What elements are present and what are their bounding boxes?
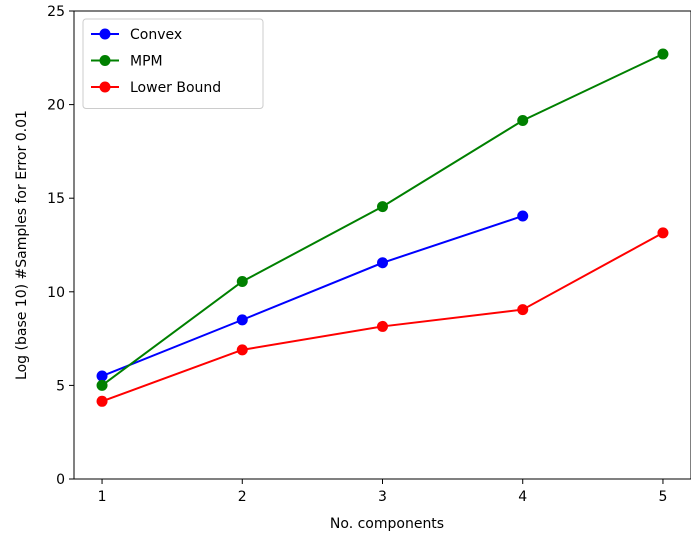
legend-item-convex: Convex: [91, 27, 182, 43]
y-tick-label: 20: [47, 98, 65, 114]
x-axis: 1 2 3 4 5: [98, 479, 667, 505]
series-line-convex: [101, 215, 524, 377]
data-point-lower-bound: [236, 344, 248, 356]
data-point-lower-bound: [657, 227, 669, 239]
data-point-lower-bound: [377, 320, 388, 332]
data-point-mpm: [236, 276, 248, 288]
y-tick-label: 15: [47, 191, 65, 207]
y-axis-label: Log (base 10) #Samples for Error 0.01: [14, 110, 30, 380]
legend-label: Lower Bound: [130, 80, 221, 96]
y-tick-label: 25: [47, 4, 65, 20]
legend-box: [82, 18, 264, 109]
y-tick-label: 0: [56, 472, 65, 488]
data-point-convex: [96, 370, 108, 382]
series-convex: [96, 210, 529, 382]
data-point-convex: [236, 314, 248, 326]
series-lower-bound: [96, 227, 669, 407]
data-point-convex: [517, 210, 529, 222]
legend-marker: [99, 28, 111, 40]
x-tick-label: 1: [98, 489, 107, 505]
series-mpm: [96, 48, 669, 391]
x-tick-label: 3: [378, 489, 387, 505]
data-point-lower-bound: [96, 395, 108, 407]
legend-item-mpm: MPM: [91, 54, 163, 70]
y-tick-label: 5: [56, 378, 65, 394]
x-tick-label: 2: [238, 489, 247, 505]
x-tick-label: 4: [518, 489, 527, 505]
legend-item-lower-bound: Lower Bound: [91, 80, 221, 96]
legend-marker: [99, 81, 111, 93]
data-point-mpm: [96, 379, 108, 391]
data-point-lower-bound: [517, 304, 529, 316]
y-tick-label: 10: [47, 285, 65, 301]
x-tick-label: 5: [658, 489, 667, 505]
data-point-mpm: [657, 48, 669, 60]
data-point-convex: [377, 257, 388, 269]
data-point-mpm: [517, 115, 529, 127]
y-axis: 0 5 10 15 20 25: [47, 4, 74, 488]
legend: Convex MPM Lower Bound: [82, 18, 264, 109]
legend-label: MPM: [130, 54, 163, 70]
series-layer: [96, 48, 669, 407]
legend-label: Convex: [130, 27, 182, 43]
x-axis-label: No. components: [330, 516, 444, 532]
legend-marker: [99, 55, 111, 66]
data-point-mpm: [377, 201, 388, 213]
